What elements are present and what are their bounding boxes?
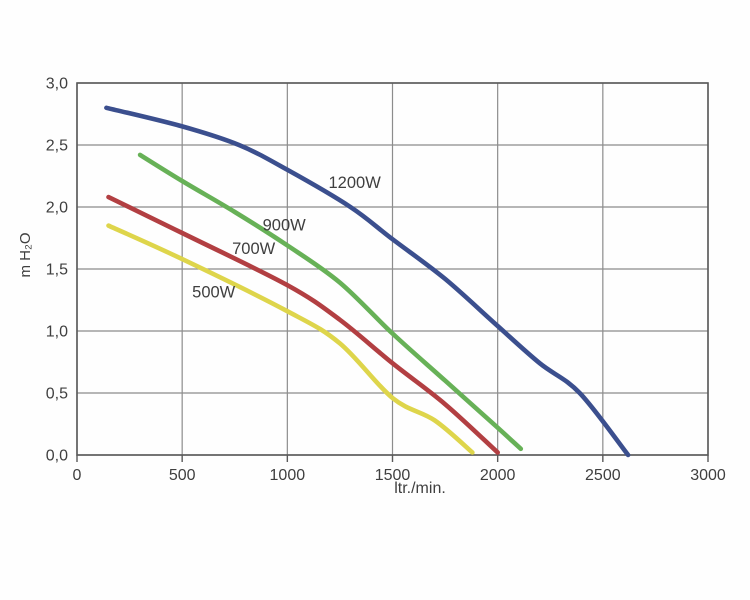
y-tick-label: 2,5 — [46, 138, 68, 155]
x-axis-title: ltr./min. — [394, 480, 446, 497]
curve-label-700W: 700W — [232, 240, 276, 258]
curve-label-layer: 1200W 900W 700W 500W — [192, 174, 381, 301]
curve-label-1200W: 1200W — [328, 174, 381, 192]
y-tick-label: 3,0 — [46, 76, 68, 93]
y-axis-title: m H₂O — [17, 233, 34, 278]
y-tick-label: 1,0 — [46, 324, 68, 341]
x-tick-label: 1500 — [375, 467, 411, 484]
x-tick-label: 0 — [73, 467, 82, 484]
curve-500W — [106, 223, 475, 455]
tick-layer: 0 500 1000 1500 2000 2500 3000 0,0 0,5 1,0 1,5 2,0 2… — [46, 76, 726, 485]
curve-label-500W: 500W — [192, 283, 236, 301]
x-tick-label: 1000 — [270, 467, 306, 484]
x-tick-label: 500 — [169, 467, 196, 484]
y-tick-label: 1,5 — [46, 262, 68, 279]
x-tick-label: 2000 — [480, 467, 516, 484]
x-tick-label: 2500 — [585, 467, 621, 484]
x-tick-label: 3000 — [690, 467, 726, 484]
y-tick-label: 0,0 — [46, 448, 68, 465]
curve-layer — [104, 105, 631, 458]
curve-label-900W: 900W — [263, 216, 307, 234]
curve-900W — [137, 152, 524, 452]
curve-700W — [106, 194, 500, 455]
y-tick-label: 2,0 — [46, 200, 68, 217]
y-tick-label: 0,5 — [46, 386, 68, 403]
grid-layer — [76, 82, 709, 456]
curve-1200W — [104, 105, 631, 458]
